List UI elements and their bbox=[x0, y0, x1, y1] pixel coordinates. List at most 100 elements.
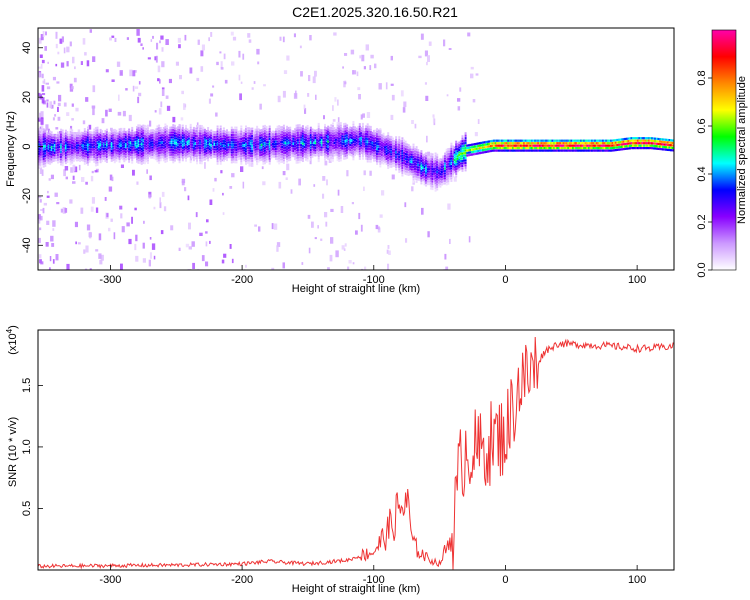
spectrogram-cell bbox=[375, 224, 379, 230]
spectrogram-cell bbox=[444, 182, 447, 185]
spectrogram-cell bbox=[94, 154, 97, 157]
spectrogram-cell bbox=[415, 146, 418, 149]
spectrogram-cell bbox=[418, 166, 421, 169]
spectrogram-cell bbox=[268, 162, 271, 165]
spectrogram-cell bbox=[53, 100, 56, 105]
spectrogram-cell bbox=[279, 131, 282, 134]
spectrogram-cell bbox=[109, 136, 112, 139]
spectrogram-cell bbox=[147, 127, 149, 130]
spectrogram-cell bbox=[373, 134, 375, 137]
spectrogram-cell bbox=[230, 146, 233, 149]
spectrogram-cell bbox=[96, 151, 99, 154]
spectrogram-cell bbox=[314, 132, 317, 135]
spectrogram-cell bbox=[598, 149, 601, 152]
spectrogram-cell bbox=[159, 156, 162, 159]
spectrogram-cell bbox=[80, 61, 83, 65]
spectrogram-cell bbox=[151, 153, 154, 156]
spectrogram-cell bbox=[124, 131, 127, 134]
spectrogram-cell bbox=[447, 150, 450, 153]
spectrogram-cell bbox=[271, 147, 274, 151]
spectrogram-cell bbox=[294, 128, 296, 131]
spectrogram-cell bbox=[175, 149, 178, 152]
spectrogram-cell bbox=[459, 147, 462, 150]
spectrogram-cell bbox=[662, 140, 665, 144]
spectrogram-cell bbox=[459, 167, 462, 170]
spectrogram-cell bbox=[306, 154, 309, 157]
spectrogram-cell bbox=[287, 136, 290, 140]
spectrogram-cell bbox=[192, 146, 195, 149]
spectrogram-cell bbox=[463, 149, 466, 152]
spectrogram-cell bbox=[77, 131, 80, 135]
spectrogram-cell bbox=[101, 150, 104, 153]
spectrogram-cell bbox=[196, 142, 198, 145]
spectrogram-cell bbox=[361, 135, 364, 138]
spectrogram-cell bbox=[222, 129, 225, 133]
spectrogram-cell bbox=[185, 243, 190, 248]
spectrogram-cell bbox=[186, 148, 189, 151]
spectrogram-cell bbox=[87, 158, 89, 161]
spectrogram-cell bbox=[96, 126, 99, 129]
spectrogram-cell bbox=[142, 151, 145, 154]
spectrogram-cell bbox=[109, 154, 112, 157]
spectrogram-cell bbox=[513, 139, 516, 142]
spectrogram-cell bbox=[380, 161, 383, 164]
spectrogram-cell bbox=[398, 148, 401, 151]
spectrogram-cell bbox=[38, 133, 40, 136]
spectrogram-cell bbox=[347, 152, 350, 156]
spectrogram-cell bbox=[233, 129, 236, 132]
spectrogram-cell bbox=[286, 153, 289, 156]
spectrogram-cell bbox=[170, 138, 173, 141]
spectrogram-cell bbox=[371, 134, 374, 137]
spectrogram-cell bbox=[173, 154, 176, 157]
spectrogram-cell bbox=[260, 136, 263, 139]
spectrogram-cell bbox=[371, 139, 374, 142]
spectrogram-cell bbox=[142, 149, 145, 152]
spectrogram-cell bbox=[428, 163, 431, 166]
spectrogram-cell bbox=[168, 78, 172, 84]
spectrogram-cell bbox=[50, 174, 54, 180]
spectrogram-cell bbox=[241, 139, 244, 142]
spectrogram-cell bbox=[166, 127, 168, 130]
spectrogram-cell bbox=[235, 146, 238, 149]
spectrogram-cell bbox=[396, 155, 399, 158]
spectrogram-cell bbox=[662, 138, 665, 141]
spectrogram-cell bbox=[238, 132, 241, 135]
spectrogram-cell bbox=[377, 147, 380, 151]
snr-x-tick-label: 100 bbox=[628, 574, 646, 586]
spectrogram-cell bbox=[336, 158, 339, 162]
spectrogram-cell bbox=[480, 151, 483, 154]
spectrogram-cell bbox=[376, 142, 379, 146]
spectrogram-cell bbox=[40, 215, 43, 221]
spectrogram-cell bbox=[575, 149, 578, 152]
spectrogram-cell bbox=[278, 154, 281, 157]
spectrogram-cell bbox=[170, 143, 173, 146]
spectrogram-cell bbox=[332, 105, 334, 111]
spectrogram-cell bbox=[123, 127, 126, 131]
spectrogram-cell bbox=[209, 240, 211, 244]
spectrogram-cell bbox=[316, 141, 319, 144]
snr-plot-area bbox=[38, 330, 674, 570]
spectrogram-cell bbox=[259, 129, 262, 132]
spectrogram-cell bbox=[456, 145, 459, 148]
colorbar-frame bbox=[711, 29, 737, 271]
spectrogram-cell bbox=[80, 158, 83, 162]
spectrogram-cell bbox=[418, 169, 421, 172]
spectrogram-cell bbox=[279, 143, 282, 146]
spectrogram-cell bbox=[46, 102, 49, 108]
spectrogram-cell bbox=[425, 159, 428, 162]
spectrogram-cell bbox=[581, 147, 584, 150]
spectrogram-cell bbox=[186, 140, 189, 143]
spectrogram-cell bbox=[447, 162, 450, 165]
spectrogram-cell bbox=[489, 147, 492, 150]
spectrogram-cell bbox=[208, 133, 211, 136]
spectrogram-cell bbox=[586, 139, 589, 142]
spectrogram-cell bbox=[110, 149, 113, 152]
spectrogram-cell bbox=[368, 155, 371, 158]
spectrogram-cell bbox=[336, 156, 339, 159]
spectrogram-cell bbox=[186, 153, 189, 156]
spectrogram-cell bbox=[145, 125, 148, 128]
spectrogram-cell bbox=[317, 127, 320, 130]
spectrogram-cell bbox=[232, 36, 237, 41]
spectrogram-cell bbox=[170, 136, 173, 139]
spectrogram-cell bbox=[576, 149, 579, 152]
